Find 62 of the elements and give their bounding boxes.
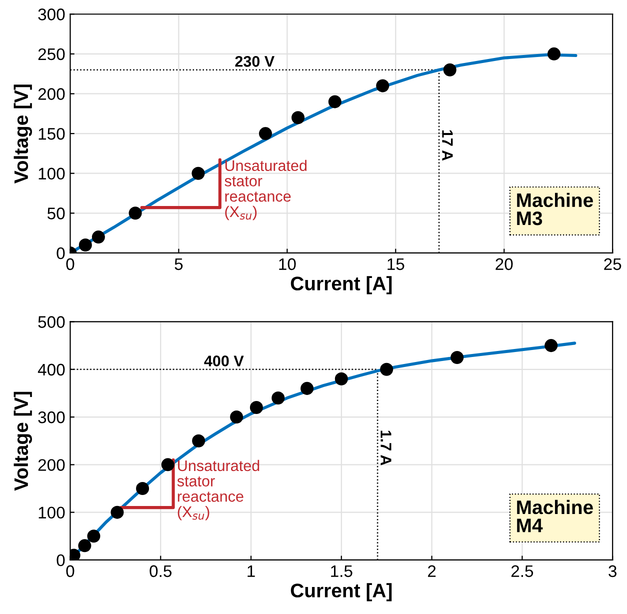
y-tick-label: 0: [56, 554, 65, 566]
y-tick-label: 100: [38, 168, 65, 180]
x-tick-label: 10: [279, 258, 296, 270]
x-tick-label: 25: [604, 258, 622, 270]
y-tick-label: 400: [38, 364, 65, 376]
point: [548, 47, 561, 60]
point: [136, 482, 150, 496]
y-tick-label: 300: [38, 8, 65, 20]
x-tick-label: 2.5: [511, 565, 534, 578]
x-tick-label: 1: [248, 565, 255, 577]
ref-line-label: 1.7 A: [380, 430, 392, 466]
point: [300, 382, 314, 395]
point: [292, 111, 305, 124]
point: [230, 410, 244, 424]
point: [250, 400, 263, 414]
y-tick-label: 0: [56, 247, 65, 260]
ref-line-label: 17 A: [442, 130, 453, 161]
annotation: Machine M3: [517, 192, 593, 226]
x-tick-label: 0: [66, 258, 74, 270]
point: [258, 127, 272, 140]
point: [78, 238, 92, 252]
y-tick-label: 150: [38, 128, 65, 140]
point: [110, 506, 124, 519]
x-tick-label: 5: [174, 258, 183, 270]
y-axis-title: Voltage [V]: [14, 84, 32, 184]
y-tick-label: 500: [38, 316, 65, 328]
x-tick-label: 0.5: [150, 565, 172, 578]
point: [192, 166, 205, 180]
x-tick-label: 3: [608, 565, 616, 578]
annotation: Unsaturated stator reactance (X$_{su}$): [177, 460, 260, 520]
x-axis-title: Current [A]: [290, 583, 392, 602]
point: [450, 350, 464, 364]
y-tick-label: 200: [38, 459, 65, 471]
ref-line-label: 230 V: [235, 56, 274, 67]
point: [128, 206, 142, 220]
y-tick-label: 300: [38, 411, 65, 424]
point: [334, 372, 348, 386]
ref-line-label: 400 V: [204, 356, 244, 366]
point: [544, 339, 558, 352]
point: [380, 362, 394, 376]
y-axis-title: Voltage [V]: [14, 392, 32, 491]
y-tick-label: 250: [38, 48, 65, 60]
point: [192, 434, 206, 448]
x-axis-title: Current [A]: [290, 276, 392, 294]
annotation: Machine M4: [517, 500, 593, 532]
x-tick-label: 20: [496, 258, 513, 270]
x-tick-label: 15: [388, 258, 404, 270]
point: [92, 230, 105, 244]
point: [443, 63, 456, 76]
annotation: Unsaturated stator reactance (X$_{su}$): [224, 160, 306, 220]
point: [272, 391, 285, 404]
y-tick-label: 100: [38, 506, 65, 519]
x-tick-label: 2: [428, 565, 436, 577]
point: [161, 458, 174, 472]
x-tick-label: 1.5: [331, 565, 352, 578]
point: [87, 530, 100, 543]
point: [376, 79, 390, 92]
point: [328, 95, 342, 108]
y-tick-label: 200: [38, 88, 65, 100]
point: [78, 539, 92, 552]
x-tick-label: 0: [66, 565, 74, 578]
y-tick-label: 50: [47, 208, 65, 220]
